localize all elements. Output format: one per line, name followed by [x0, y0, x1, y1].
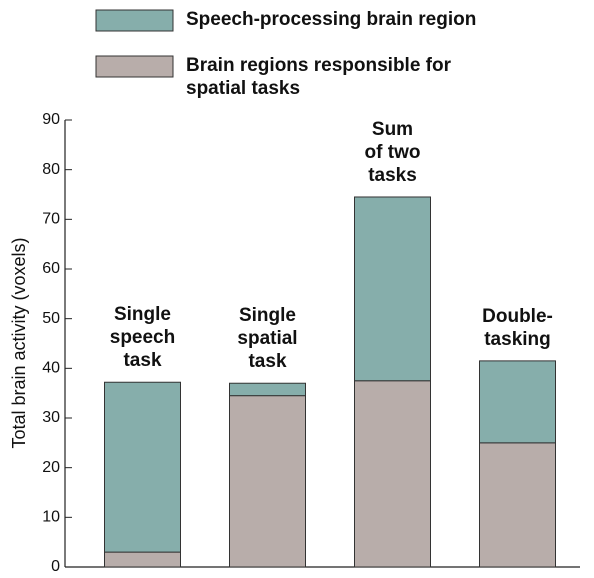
y-axis-label: Total brain activity (voxels): [9, 237, 29, 448]
legend-swatch: [95, 9, 174, 32]
bar-segment: [229, 395, 306, 568]
legend-swatch: [95, 55, 174, 78]
bar-segment: [479, 360, 556, 444]
bar-segment: [354, 196, 431, 382]
category-label: Double- tasking: [482, 305, 553, 350]
y-tick-label: 10: [42, 509, 60, 526]
y-tick-label: 50: [42, 310, 60, 327]
y-tick-label: 90: [42, 111, 60, 128]
y-tick-label: 60: [42, 260, 60, 277]
bar-segment: [479, 442, 556, 568]
y-tick-label: 30: [42, 409, 60, 426]
category-label: Single speech task: [109, 304, 176, 372]
legend-label: Speech-processing brain region: [186, 9, 477, 30]
y-tick-label: 80: [42, 161, 60, 178]
bar-segment: [104, 551, 181, 568]
bar-segment: [354, 380, 431, 568]
y-tick-label: 0: [51, 558, 60, 575]
category-label: Sum of two tasks: [364, 118, 421, 186]
legend-label: Brain regions responsible for spatial ta…: [186, 55, 451, 99]
bar-segment: [104, 381, 181, 553]
y-tick-label: 40: [42, 360, 60, 377]
y-tick-label: 70: [42, 211, 60, 228]
y-tick-label: 20: [42, 459, 60, 476]
bar-segment: [229, 382, 306, 397]
category-label: Single spatial task: [237, 305, 298, 373]
